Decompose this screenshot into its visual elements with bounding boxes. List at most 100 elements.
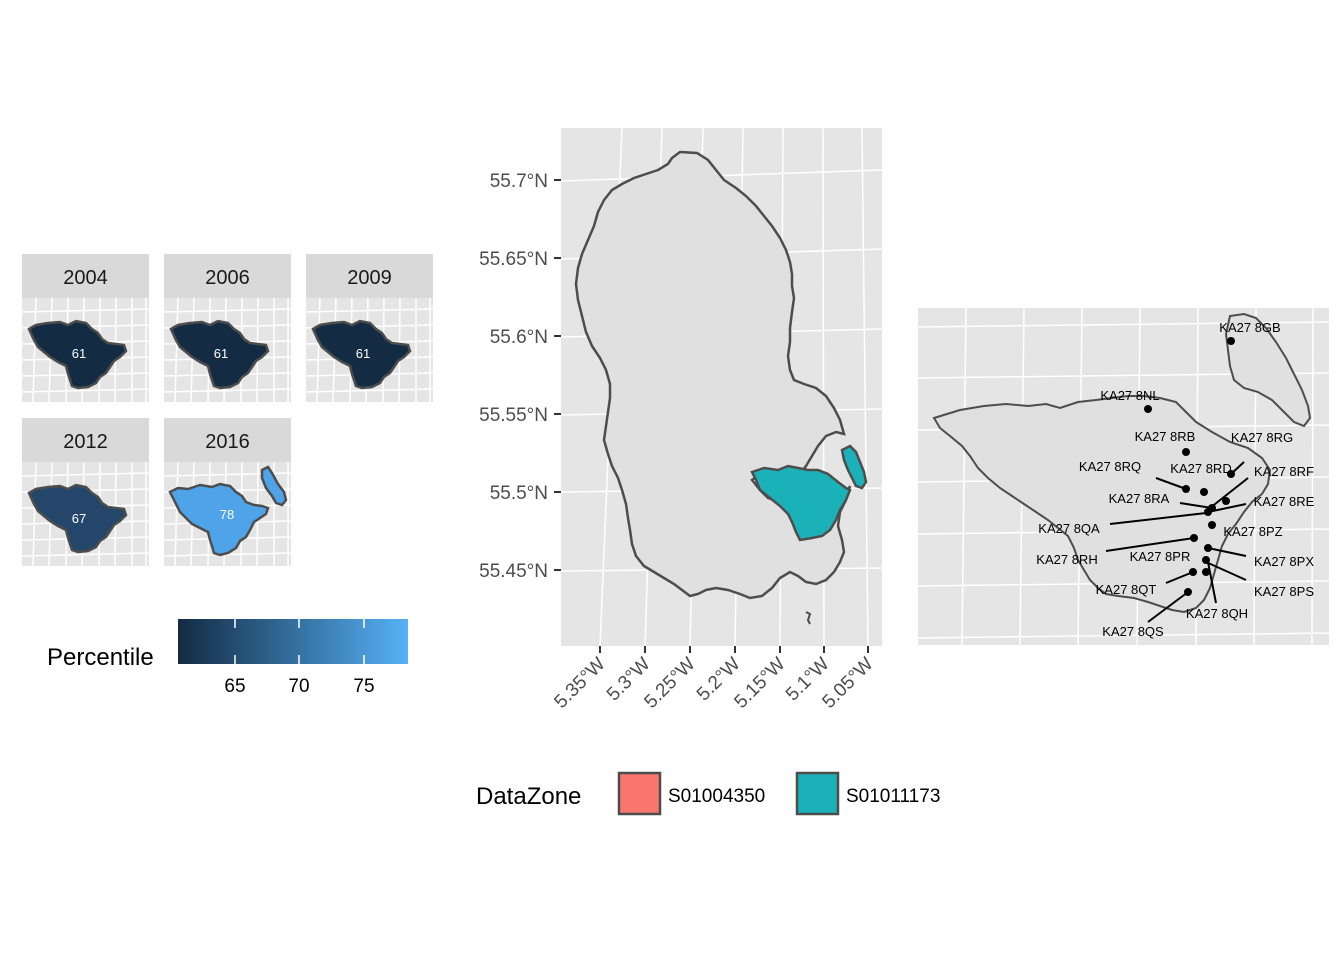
facet-percentile-value: 67: [72, 511, 86, 526]
datazone-legend-title: DataZone: [476, 783, 581, 810]
facet-2016: 2016 78: [164, 418, 291, 566]
postcode-8RE: KA27 8RE: [1204, 494, 1315, 516]
colorbar-tick-label: 75: [353, 676, 374, 697]
postcode-label: KA27 8QH: [1186, 606, 1248, 621]
facet-2004: 2004 61: [22, 254, 149, 402]
main-map-x-ticks: [599, 646, 869, 653]
postcode-label: KA27 8PS: [1254, 584, 1314, 599]
postcode-8QA: KA27 8QA: [1038, 512, 1207, 536]
postcode-8RD: KA27 8RD: [1170, 461, 1232, 496]
facet-strip: [164, 418, 291, 462]
leader-line: [1179, 502, 1213, 509]
facet-percentile-value: 78: [220, 507, 234, 522]
postcode-8RG: KA27 8RG: [1227, 430, 1293, 478]
postcode-8PR: KA27 8PR: [1130, 544, 1212, 564]
leader-line: [1165, 571, 1194, 584]
detail-islet-outline: [1224, 312, 1312, 428]
facet-year-label: 2004: [63, 267, 108, 289]
postcode-label: KA27 8NL: [1100, 388, 1159, 403]
leader-line: [1230, 461, 1245, 475]
postcode-8QS: KA27 8QS: [1102, 588, 1192, 639]
facet-year-label: 2009: [347, 267, 392, 289]
postcode-label: KA27 8RQ: [1079, 459, 1141, 474]
facet-strip: [306, 254, 433, 298]
postcode-label: KA27 8QA: [1038, 521, 1100, 536]
colorbar-tick-label: 70: [288, 676, 309, 697]
rock-outline: [805, 611, 812, 625]
datazone-legend: DataZone S01004350 S01011173: [476, 771, 940, 816]
facet-grid: 2004 61 2006 61 2009: [22, 254, 433, 566]
postcode-point: [1144, 405, 1152, 413]
leader-line: [1207, 503, 1247, 513]
y-tick-label: 55.6°N: [490, 327, 548, 348]
main-map: 55.7°N 55.65°N 55.6°N 55.55°N 55.5°N 55.…: [479, 128, 882, 713]
facet-year-label: 2016: [205, 431, 250, 453]
leader-line: [1155, 477, 1187, 490]
legend-label-S01011173: S01011173: [846, 786, 940, 807]
y-tick-label: 55.65°N: [479, 249, 548, 270]
datazone-S01011173-region: [750, 464, 852, 542]
postcode-label: KA27 8PZ: [1223, 524, 1282, 539]
legend-key-S01011173: [795, 771, 840, 816]
island-outline: [574, 150, 852, 600]
facet-strip: [22, 254, 149, 298]
postcode-point: [1227, 337, 1235, 345]
postcode-8QH: KA27 8QH: [1186, 561, 1248, 621]
facet-strip: [22, 418, 149, 462]
postcode-point: [1208, 521, 1216, 529]
facet-percentile-value: 61: [214, 346, 228, 361]
facet-2006: 2006 61: [164, 254, 291, 402]
leader-line: [1207, 547, 1247, 557]
legend-key-S01004350: [617, 771, 662, 816]
postcode-8RF: KA27 8RF: [1209, 464, 1314, 509]
postcode-label: KA27 8RH: [1036, 552, 1097, 567]
facet-year-label: 2006: [205, 267, 250, 289]
leader-line: [1105, 537, 1195, 552]
postcode-label: KA27 8RA: [1109, 491, 1170, 506]
leader-line: [1209, 477, 1249, 509]
leader-line: [1205, 561, 1247, 581]
main-map-y-ticks: [554, 179, 561, 571]
postcode-8NL: KA27 8NL: [1100, 388, 1160, 413]
postcode-point: [1182, 448, 1190, 456]
postcode-label: KA27 8RF: [1254, 464, 1314, 479]
postcode-point: [1200, 488, 1208, 496]
datazone-shape: [27, 483, 128, 554]
facet-2009: 2009 61: [306, 254, 433, 402]
islet-region: [840, 444, 868, 490]
postcode-label: KA27 8QT: [1096, 582, 1157, 597]
leader-line: [1207, 561, 1217, 604]
datazone-shape: [27, 319, 128, 390]
x-tick-label: 5.15°W: [730, 654, 789, 713]
leader-line: [1147, 591, 1189, 623]
postcode-label: KA27 8PR: [1130, 549, 1191, 564]
x-tick-label: 5.35°W: [550, 654, 609, 713]
colorbar-ticks: [234, 619, 365, 664]
colorbar-tick-label: 65: [224, 676, 245, 697]
detail-map: KA27 8GB KA27 8NL KA27 8RB KA27 8RG KA27…: [918, 308, 1329, 645]
postcode-label: KA27 8GB: [1219, 320, 1280, 335]
facet-percentile-value: 61: [356, 346, 370, 361]
y-tick-label: 55.5°N: [490, 483, 548, 504]
postcode-8PX: KA27 8PX: [1202, 547, 1314, 569]
x-tick-label: 5.25°W: [640, 654, 699, 713]
postcode-8RQ: KA27 8RQ: [1079, 459, 1190, 493]
postcode-8QT: KA27 8QT: [1096, 568, 1197, 597]
facet-year-label: 2012: [63, 431, 108, 453]
datazone-shape: [311, 319, 412, 390]
postcode-label: KA27 8PX: [1254, 554, 1314, 569]
y-tick-label: 55.45°N: [479, 561, 548, 582]
postcode-8RB: KA27 8RB: [1135, 429, 1195, 456]
y-tick-label: 55.55°N: [479, 405, 548, 426]
leader-line: [1109, 512, 1207, 525]
postcode-point: [1202, 568, 1210, 576]
islet-shape: [260, 465, 288, 507]
postcode-8PZ: KA27 8PZ: [1208, 521, 1283, 539]
postcode-8RA: KA27 8RA: [1109, 491, 1216, 512]
postcode-8GB: KA27 8GB: [1219, 320, 1281, 345]
facet-2012: 2012 67: [22, 418, 149, 566]
postcode-point: [1222, 497, 1230, 505]
percentile-legend-title: Percentile: [47, 644, 154, 671]
postcode-8PS: KA27 8PS: [1202, 561, 1314, 599]
